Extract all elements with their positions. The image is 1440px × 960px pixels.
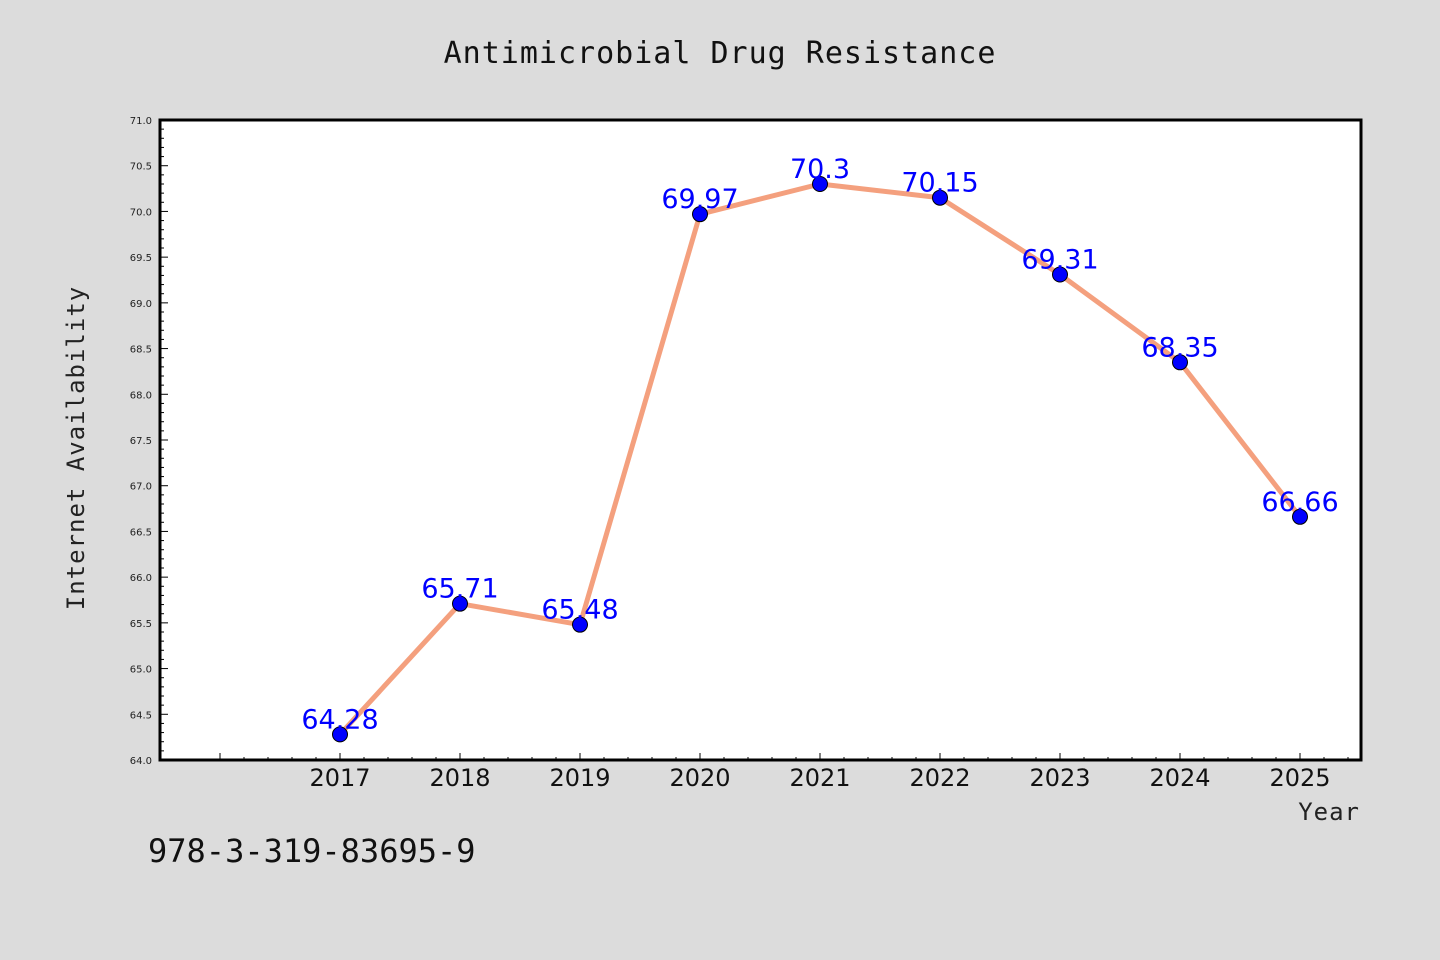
- x-axis-label: Year: [1298, 798, 1360, 826]
- y-tick-label: 68.0: [130, 390, 152, 401]
- data-label: 65.48: [541, 595, 618, 626]
- x-tick-label: 2019: [549, 764, 610, 792]
- y-tick-label: 70.0: [130, 207, 152, 218]
- data-point: [932, 189, 948, 206]
- data-point: [692, 206, 708, 223]
- y-tick-label: 69.0: [130, 299, 152, 310]
- y-tick-label: 69.5: [130, 253, 152, 264]
- data-point: [812, 176, 828, 192]
- x-tick-label: 2017: [309, 764, 370, 792]
- y-tick-label: 65.0: [130, 665, 152, 676]
- x-tick-label: 2018: [429, 764, 490, 792]
- y-tick-label: 67.0: [130, 482, 152, 493]
- data-label: 69.31: [1021, 245, 1098, 276]
- x-axis: 2017 2018 2019 2020 2021 2022 2023 2024 2025: [219, 753, 1349, 792]
- y-tick-label: 64.0: [130, 756, 152, 767]
- data-label: 68.35: [1141, 332, 1218, 363]
- x-tick-label: 2020: [669, 764, 730, 792]
- data-point: [1172, 354, 1188, 371]
- data-point: [1292, 508, 1308, 525]
- data-label: 65.71: [421, 574, 498, 605]
- y-tick-label: 68.5: [130, 345, 152, 356]
- data-point: [452, 595, 468, 612]
- data-label: 70.15: [901, 168, 978, 199]
- y-tick-label: 71.0: [130, 116, 152, 127]
- data-point: [572, 616, 588, 633]
- x-tick-label: 2021: [789, 764, 850, 792]
- data-label: 69.97: [661, 184, 738, 215]
- plot-area: [158, 118, 1363, 762]
- y-tick-label: 64.5: [130, 710, 152, 721]
- y-tick-label: 67.5: [130, 436, 152, 447]
- data-point: [332, 726, 348, 743]
- y-tick-label: 66.0: [130, 573, 152, 584]
- x-tick-label: 2024: [1149, 764, 1210, 792]
- data-point: [1052, 266, 1068, 283]
- x-tick-label: 2022: [909, 764, 970, 792]
- y-tick-label: 70.5: [130, 162, 152, 173]
- series-layer: 64.28 65.71 65.48 69.97 70.3 70.15 69.31 68.35 6…: [301, 154, 1339, 743]
- data-label: 66.66: [1261, 487, 1338, 518]
- y-axis: 64.0 64.5 65.0 65.5 66.0 66.5 67.0 67.5 68.0 68.5…: [130, 116, 168, 767]
- x-tick-label: 2023: [1029, 764, 1090, 792]
- y-axis-label: Internet Availability: [62, 286, 90, 610]
- data-label: 64.28: [301, 704, 378, 735]
- chart-title: Antimicrobial Drug Resistance: [444, 36, 997, 71]
- isbn-text: 978-3-319-83695-9: [148, 832, 476, 870]
- y-tick-label: 65.5: [130, 619, 152, 630]
- x-tick-label: 2025: [1269, 764, 1330, 792]
- data-label: 70.3: [790, 154, 850, 185]
- y-tick-label: 66.5: [130, 527, 152, 538]
